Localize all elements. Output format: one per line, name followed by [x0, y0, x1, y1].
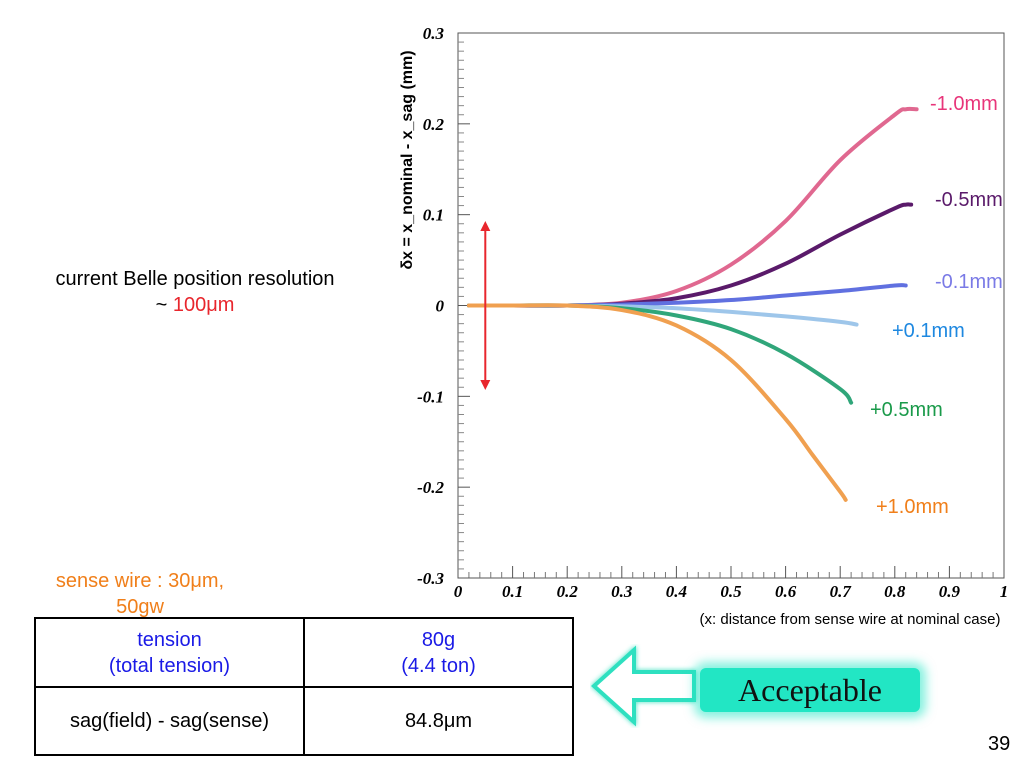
sense-wire-note: sense wire : 30μm, 50gw: [55, 570, 225, 618]
sag-label: sag(field) - sag(sense): [34, 686, 305, 756]
resolution-note-text: current Belle position resolution: [55, 268, 335, 290]
x-tick-label: 0.4: [666, 582, 687, 600]
resolution-value: 100μm: [172, 294, 235, 316]
y-tick-label: 0.2: [423, 115, 445, 134]
chart-series-labels: -1.0mm -0.5mm -0.1mm +0.1mm +0.5mm +1.0mm: [870, 93, 1003, 518]
tension-value: 80g (4.4 ton): [303, 617, 574, 688]
page-number: 39: [988, 733, 1011, 755]
x-tick-label: 0.7: [830, 582, 853, 600]
tension-label: tension (total tension): [34, 617, 305, 688]
x-tick-label: 0.5: [720, 582, 742, 600]
table-row: sag(field) - sag(sense) 84.8μm: [34, 686, 574, 756]
sag-value: 84.8μm: [303, 686, 574, 756]
x-tick-label: 0.2: [557, 582, 579, 600]
spec-table: tension (total tension) 80g (4.4 ton) sa…: [34, 617, 574, 756]
range-arrow-head-bottom: [480, 379, 491, 390]
series-label: -0.5mm: [935, 189, 1003, 211]
axis-note: (x: distance from sense wire at nominal …: [699, 611, 1001, 628]
series-label: +1.0mm: [876, 496, 949, 518]
chart-series: [466, 106, 919, 502]
x-tick-label: 0.9: [939, 582, 961, 600]
range-arrow-head-top: [480, 221, 491, 232]
series-label: -1.0mm: [930, 93, 998, 115]
x-tick-label: 0: [454, 582, 463, 600]
acceptable-badge: Acceptable: [700, 668, 920, 712]
x-tick-label: 0.3: [611, 582, 633, 600]
resolution-note: current Belle position resolution ~ 100μ…: [20, 266, 370, 318]
sag-chart: 0 0.1 0.2 0.3 0.4 0.5 0.6 0.7 0.8 0.9 1 -0.3 -0.2 -0.…: [399, 24, 1008, 600]
left-arrow-icon: [591, 645, 696, 727]
y-tick-label: -0.2: [417, 478, 444, 497]
y-tick-label: 0.1: [423, 206, 444, 225]
y-tick-label: 0.3: [423, 24, 445, 43]
y-axis-title: δx = x_nominal - x_sag (mm): [399, 50, 416, 269]
y-tick-label: -0.1: [417, 387, 444, 406]
x-tick-label: 1: [1000, 582, 1009, 600]
resolution-tilde: ~: [155, 294, 173, 316]
x-tick-label: 0.1: [502, 582, 523, 600]
y-tick-label: -0.3: [417, 569, 444, 588]
series-line: [466, 106, 919, 308]
chart-axes: 0 0.1 0.2 0.3 0.4 0.5 0.6 0.7 0.8 0.9 1 -0.3 -0.2 -0.…: [399, 24, 1008, 600]
x-tick-label: 0.6: [775, 582, 797, 600]
table-row: tension (total tension) 80g (4.4 ton): [34, 617, 574, 688]
series-line: [466, 303, 848, 502]
series-label: +0.1mm: [892, 320, 965, 342]
series-label: -0.1mm: [935, 271, 1003, 293]
x-tick-label: 0.8: [884, 582, 906, 600]
y-tick-label: 0: [436, 297, 445, 316]
series-label: +0.5mm: [870, 399, 943, 421]
chart-annotation: [480, 221, 491, 390]
